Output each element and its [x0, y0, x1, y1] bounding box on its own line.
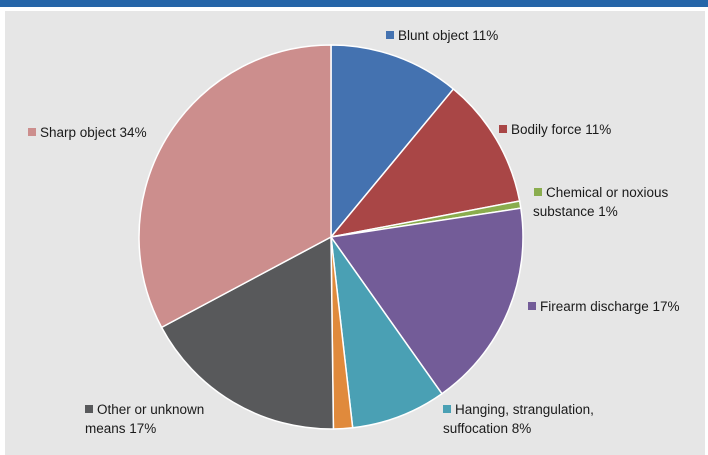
- label-chemical-line1: Chemical or noxious: [546, 185, 669, 200]
- label-bodily-force: Bodily force 11%: [511, 122, 611, 137]
- legend-marker-hanging: [443, 405, 451, 413]
- pie-slice-blunt-object: [330, 44, 455, 240]
- legend-marker-chemical: [534, 188, 542, 196]
- label-other-line1: Other or unknown: [97, 402, 204, 417]
- label-other-line2: means 17%: [85, 421, 156, 436]
- pie-slice-hanging-strangulation-suffocation: [330, 236, 443, 429]
- pie-slice-bodily-force: [329, 88, 521, 239]
- label-hanging-line2: suffocation 8%: [443, 421, 531, 436]
- pie-slice-firearm-discharge: [329, 207, 524, 395]
- label-blunt-object: Blunt object 11%: [398, 28, 498, 43]
- label-sharp-object: Sharp object 34%: [40, 125, 147, 140]
- pie-slices: [138, 44, 524, 430]
- legend-marker-sharp: [28, 128, 36, 136]
- label-hanging-line1: Hanging, strangulation,: [455, 402, 594, 417]
- label-chemical-line2: substance 1%: [533, 204, 618, 219]
- legend-marker-blunt: [386, 31, 394, 39]
- pie-slice-other-or-unknown-means: [160, 235, 335, 430]
- label-firearm-discharge: Firearm discharge 17%: [540, 299, 680, 314]
- top-accent-bar: [0, 0, 708, 7]
- pie-slice-sharp-object: [138, 44, 332, 329]
- legend-marker-bodily: [499, 125, 507, 133]
- legend-marker-other: [85, 405, 93, 413]
- legend-marker-firearm: [528, 302, 536, 310]
